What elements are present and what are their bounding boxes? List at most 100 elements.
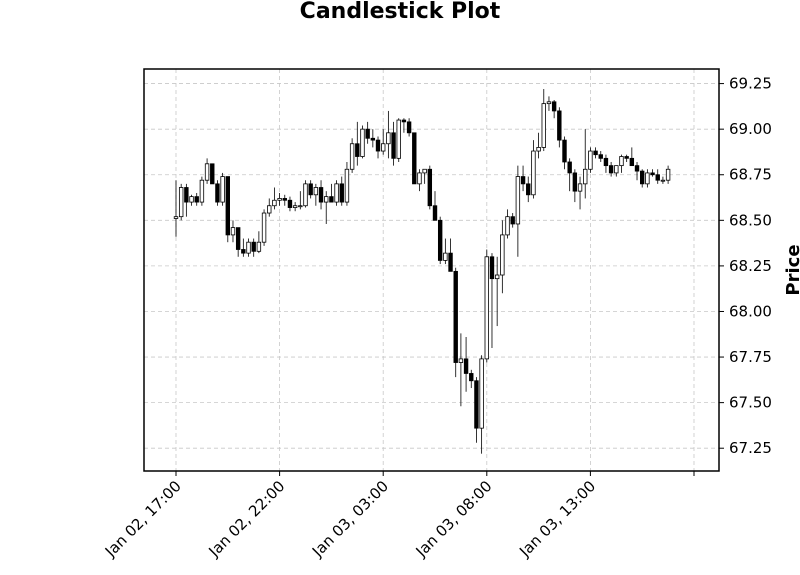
candle-down <box>463 358 469 374</box>
candle-up <box>577 183 583 192</box>
candle-up <box>360 128 365 157</box>
candle-up <box>422 168 427 174</box>
candle-down <box>557 110 562 141</box>
candle-down <box>282 198 287 201</box>
candle-down <box>624 156 629 159</box>
candle-down <box>510 216 515 225</box>
candle-down <box>375 139 381 152</box>
candle-down <box>608 165 614 174</box>
candle-up <box>178 187 184 218</box>
candle-down <box>603 157 609 167</box>
y-tick-label: 68.00 <box>729 302 772 320</box>
candle-down <box>215 183 220 203</box>
candle-down <box>365 128 370 139</box>
x-tick-label: Jan 03, 13:00 <box>515 477 599 561</box>
y-tick-label: 67.25 <box>729 439 772 457</box>
candle-up <box>292 205 298 208</box>
candle-up <box>267 205 272 214</box>
candle-down <box>655 174 660 181</box>
candle-up <box>189 196 194 203</box>
candle-down <box>225 176 230 236</box>
candle-down <box>412 132 417 185</box>
candle-up <box>443 252 448 261</box>
candle-down <box>184 187 189 203</box>
candle-down <box>401 119 407 123</box>
candle-up <box>313 187 319 196</box>
candle-down <box>339 183 344 203</box>
candle-down <box>474 380 479 429</box>
candle-up <box>546 101 552 105</box>
candle-up <box>479 358 484 429</box>
candle-up <box>515 176 521 225</box>
candle-down <box>562 139 567 163</box>
candle-down <box>308 183 313 196</box>
candle-down <box>235 227 241 250</box>
candle-up <box>665 168 671 181</box>
candle-down <box>572 172 578 192</box>
candle-up <box>349 143 355 170</box>
candle-down <box>391 132 396 159</box>
candle-down <box>598 154 603 159</box>
candle-up <box>173 216 179 219</box>
plot-frame <box>143 68 720 472</box>
y-tick-label: 68.25 <box>729 257 772 275</box>
y-tick-label: 69.00 <box>729 120 772 138</box>
candle-up <box>588 150 593 170</box>
candle-up <box>324 196 329 203</box>
x-tick-label: Jan 02, 22:00 <box>204 477 288 561</box>
candle-down <box>329 196 334 203</box>
candle-up <box>220 176 225 203</box>
candles <box>173 89 671 454</box>
candle-down <box>567 161 572 174</box>
candle-up <box>458 358 464 363</box>
candle-down <box>437 219 443 261</box>
x-tick-label: Jan 03, 03:00 <box>308 477 392 561</box>
candle-down <box>318 187 324 203</box>
y-tick-label: 69.25 <box>729 75 772 93</box>
candle-down <box>287 199 293 208</box>
candle-down <box>520 176 526 185</box>
candle-up <box>531 150 536 196</box>
x-tick-label: Jan 02, 17:00 <box>101 477 185 561</box>
candle-up <box>303 183 308 207</box>
candle-up <box>494 274 500 280</box>
candle-down <box>406 121 412 134</box>
y-tick-label: 68.75 <box>729 166 772 184</box>
candle-up <box>417 172 422 185</box>
candle-down <box>194 196 199 203</box>
candle-up <box>645 172 650 185</box>
chart-title: Candlestick Plot <box>300 0 501 24</box>
y-tick-label: 68.50 <box>729 211 772 229</box>
candle-up <box>614 165 619 174</box>
candle-up <box>204 163 210 181</box>
candle-down <box>489 256 495 280</box>
candle-down <box>551 101 557 112</box>
candle-down <box>634 165 640 172</box>
candle-up <box>583 168 588 185</box>
y-tick-label: 67.75 <box>729 348 772 366</box>
candle-up <box>298 205 303 208</box>
y-axis: 67.25 67.50 67.75 68.00 68.25 68.50 68.75 69.00… <box>719 75 772 457</box>
candle-up <box>380 143 386 152</box>
candle-up <box>230 227 236 236</box>
candle-up <box>277 198 282 201</box>
candle-up <box>246 241 251 254</box>
candle-up <box>500 234 505 276</box>
candle-up <box>505 216 510 236</box>
candle-down <box>469 373 474 382</box>
candle-down <box>432 205 438 221</box>
x-tick-label: Jan 03, 08:00 <box>412 477 496 561</box>
candle-up <box>396 119 401 159</box>
candle-down <box>453 270 458 363</box>
candle-down <box>629 157 635 167</box>
candle-up <box>199 179 205 203</box>
candle-down <box>427 168 433 207</box>
candle-up <box>344 168 350 203</box>
y-axis-label: Price <box>783 244 800 295</box>
candle-up <box>541 103 546 148</box>
candle-down <box>241 249 246 254</box>
candle-up <box>660 179 666 182</box>
candle-up <box>272 199 277 207</box>
candle-down <box>448 252 453 272</box>
